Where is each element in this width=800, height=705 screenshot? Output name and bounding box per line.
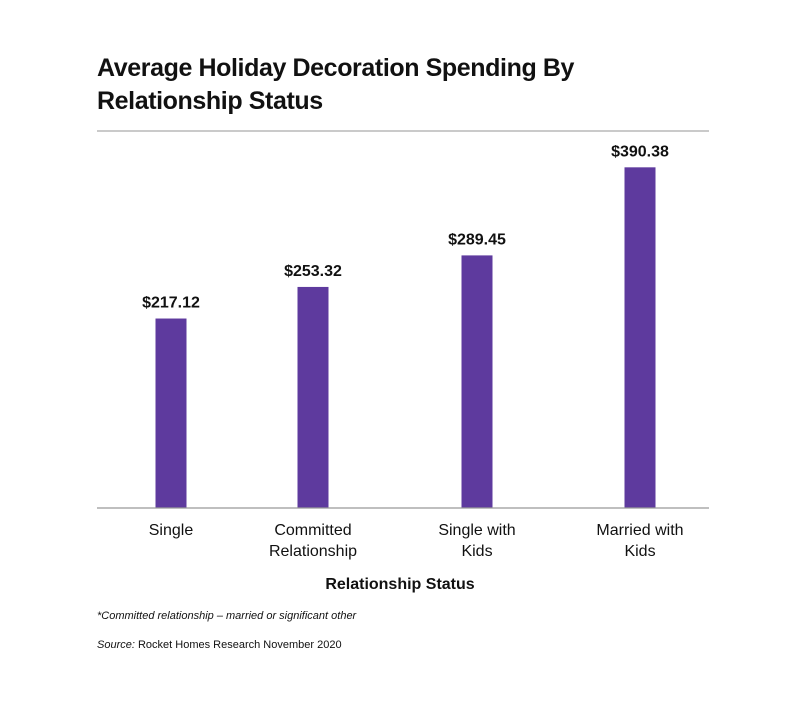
value-label-committed-relationship: $253.32 xyxy=(284,263,342,280)
source-text: Rocket Homes Research November 2020 xyxy=(134,639,342,651)
x-tick-label-committed-relationship: Committed Relationship xyxy=(269,522,357,560)
x-tick-label-single-with-kids: Single with Kids xyxy=(438,522,515,560)
bar-single-with-kids xyxy=(461,255,493,508)
source-note: Source: Rocket Homes Research November 2… xyxy=(97,639,342,651)
bars-layer: $217.12 $253.32 $289.45 $390.38 xyxy=(142,143,669,508)
footnote: *Committed relationship – married or sig… xyxy=(97,610,357,622)
value-label-married-with-kids: $390.38 xyxy=(611,143,669,160)
x-tick-label-line: Relationship xyxy=(269,543,357,560)
chart-title: Average Holiday Decoration Spending By R… xyxy=(97,54,575,115)
x-tick-label-line: Married with xyxy=(596,522,683,539)
bar-single xyxy=(155,318,187,508)
x-tick-label-married-with-kids: Married with Kids xyxy=(596,522,683,560)
x-tick-label-single: Single xyxy=(149,522,194,539)
x-tick-label-line: Single xyxy=(149,522,194,539)
x-axis-title: Relationship Status xyxy=(325,576,474,593)
x-tick-label-line: Committed xyxy=(274,522,351,539)
source-label: Source: xyxy=(97,639,135,651)
x-tick-labels: Single Committed Relationship Single with Ki… xyxy=(149,522,684,560)
value-label-single-with-kids: $289.45 xyxy=(448,231,506,248)
bar-committed-relationship xyxy=(297,286,329,508)
x-tick-label-line: Kids xyxy=(461,543,492,560)
x-tick-label-line: Kids xyxy=(624,543,655,560)
bar-married-with-kids xyxy=(624,167,656,508)
x-tick-label-line: Single with xyxy=(438,522,515,539)
value-label-single: $217.12 xyxy=(142,295,200,312)
